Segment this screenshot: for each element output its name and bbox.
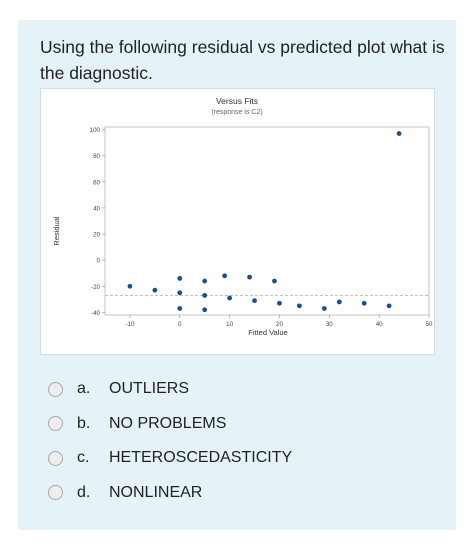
- y-tick-label: 20: [93, 232, 100, 239]
- x-tick-label: 30: [326, 321, 333, 328]
- x-tick-label: -10: [125, 321, 135, 328]
- data-point: [272, 278, 277, 284]
- option-a-text: OUTLIERS: [109, 380, 190, 398]
- x-tick-label: 50: [426, 321, 433, 328]
- x-tick-label: 0: [178, 321, 182, 328]
- data-point: [361, 300, 367, 306]
- option-d-text: NONLINEAR: [109, 483, 203, 501]
- data-point: [202, 293, 208, 298]
- question-text: Using the following residual vs predicte…: [40, 37, 445, 83]
- residual-plot: Versus Fits (response is C2) Fitted Valu…: [40, 88, 435, 355]
- x-tick-label: 40: [376, 321, 383, 328]
- data-point: [202, 307, 208, 313]
- radio-b[interactable]: [48, 416, 63, 432]
- option-c-letter: c.: [77, 449, 90, 467]
- data-point: [277, 300, 282, 306]
- y-axis-label: Residual: [52, 216, 61, 246]
- y-tick-label: -20: [91, 284, 101, 291]
- x-tick-label: 20: [276, 321, 283, 328]
- data-point: [152, 287, 158, 293]
- data-point: [321, 306, 327, 311]
- chart-subtitle: (response is C2): [211, 109, 262, 116]
- data-point: [177, 290, 183, 296]
- data-point: [222, 273, 228, 279]
- radio-a[interactable]: [48, 381, 63, 397]
- data-point: [177, 306, 183, 311]
- option-b[interactable]: b. NO PROBLEMS: [48, 407, 292, 442]
- x-tick-label: 10: [226, 321, 233, 328]
- x-axis-label: Fitted Value: [248, 328, 287, 337]
- option-a-letter: a.: [77, 380, 91, 398]
- data-point: [177, 276, 183, 281]
- y-tick-label: -40: [91, 310, 101, 317]
- radio-c[interactable]: [48, 450, 63, 466]
- data-point: [202, 278, 208, 284]
- option-b-text: NO PROBLEMS: [109, 414, 227, 432]
- data-point: [252, 298, 257, 304]
- option-d-letter: d.: [77, 483, 91, 501]
- option-a[interactable]: a. OUTLIERS: [48, 372, 292, 407]
- option-b-letter: b.: [77, 414, 91, 432]
- data-point: [247, 274, 252, 280]
- question-card: Using the following residual vs predicte…: [18, 20, 456, 530]
- option-c[interactable]: c. HETEROSCEDASTICITY: [48, 441, 292, 476]
- y-tick-label: 60: [93, 179, 100, 186]
- y-tick-label: 0: [97, 258, 101, 265]
- answer-options: a. OUTLIERS b. NO PROBLEMS c. HETEROSCED…: [48, 372, 292, 510]
- residual-vs-fits-chart: Versus Fits (response is C2) Fitted Valu…: [52, 96, 433, 337]
- option-c-text: HETEROSCEDASTICITY: [109, 449, 293, 467]
- plot-area-border: [104, 126, 430, 316]
- radio-d[interactable]: [48, 485, 63, 501]
- y-tick-label: 80: [93, 153, 100, 160]
- y-tick-label: 40: [93, 205, 100, 212]
- data-point: [396, 131, 402, 136]
- data-point: [127, 283, 133, 289]
- chart-title: Versus Fits: [216, 96, 258, 106]
- data-point: [227, 295, 233, 301]
- y-tick-label: 100: [90, 127, 101, 134]
- data-point: [386, 303, 392, 309]
- data-point: [336, 299, 342, 305]
- data-point: [297, 303, 302, 309]
- option-d[interactable]: d. NONLINEAR: [48, 476, 292, 511]
